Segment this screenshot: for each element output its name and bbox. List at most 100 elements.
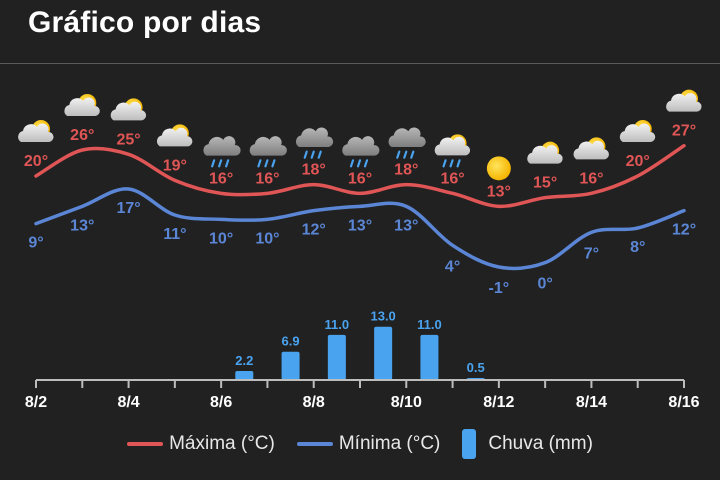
min-temp-label: -1° bbox=[489, 280, 510, 297]
legend-swatch-min bbox=[296, 442, 333, 446]
cloud-shape bbox=[64, 97, 100, 116]
rain-drop bbox=[257, 159, 262, 168]
partly-cloudy-icon bbox=[666, 89, 702, 112]
rain-icon bbox=[249, 136, 287, 168]
rain-drop bbox=[456, 159, 461, 168]
cloud-shape bbox=[110, 101, 147, 121]
rain-sun-icon bbox=[434, 134, 471, 168]
rain-bar bbox=[281, 351, 300, 380]
rain-drop bbox=[403, 150, 408, 159]
min-temp-label: 7° bbox=[584, 245, 599, 262]
min-temp-label: 13° bbox=[348, 217, 372, 234]
rain-icon bbox=[388, 127, 426, 159]
rain-drop bbox=[225, 159, 230, 168]
max-temp-label: 13° bbox=[487, 183, 511, 200]
min-temp-label: 17° bbox=[116, 200, 140, 217]
header-divider bbox=[0, 63, 720, 64]
rain-icon bbox=[296, 127, 334, 159]
rain-drop bbox=[363, 159, 369, 168]
partly-cloudy-icon bbox=[64, 94, 100, 116]
legend-label-min: Mínima (°C) bbox=[338, 433, 441, 454]
partly-cloudy-icon bbox=[157, 124, 193, 147]
max-temp-label: 16° bbox=[209, 170, 233, 187]
rain-drop bbox=[271, 159, 276, 168]
cloud-shape bbox=[342, 136, 380, 156]
x-tick-label: 8/10 bbox=[391, 394, 422, 411]
max-temp-label: 27° bbox=[672, 123, 696, 140]
rain-drop bbox=[310, 150, 315, 159]
partly-cloudy-icon bbox=[18, 120, 54, 142]
rain-drop bbox=[396, 150, 401, 159]
x-tick-label: 8/6 bbox=[210, 394, 232, 411]
series-line-max bbox=[34, 143, 686, 209]
partly-cloudy-icon bbox=[619, 120, 656, 142]
rain-icon bbox=[203, 136, 241, 168]
cloud-shape bbox=[18, 123, 54, 142]
rain-bar-label: 11.0 bbox=[417, 317, 442, 332]
max-temp-label: 20° bbox=[24, 153, 48, 170]
cloud-shape bbox=[619, 123, 656, 142]
min-temp-label: 4° bbox=[445, 258, 460, 275]
legend-item-min: Mínima (°C) bbox=[296, 433, 441, 455]
min-temp-label: 0° bbox=[537, 276, 552, 293]
rain-drop bbox=[356, 159, 362, 168]
rain-drop bbox=[218, 159, 223, 168]
x-tick-label: 8/14 bbox=[576, 394, 607, 411]
legend-item-max: Máxima (°C) bbox=[127, 433, 275, 455]
x-tick-label: 8/2 bbox=[25, 394, 47, 411]
cloud-shape bbox=[527, 145, 563, 164]
cloud-shape bbox=[203, 136, 241, 156]
min-temp-label: 8° bbox=[630, 239, 645, 256]
chart-legend: Máxima (°C) Mínima (°C) Chuva (mm) bbox=[0, 424, 720, 464]
min-temp-label: 9° bbox=[28, 235, 43, 252]
rain-drop bbox=[442, 159, 447, 168]
rain-bar-label: 0.5 bbox=[467, 360, 485, 375]
cloud-shape bbox=[249, 136, 287, 156]
max-temp-label: 19° bbox=[163, 157, 187, 174]
rain-drop bbox=[264, 159, 269, 168]
max-temp-label: 18° bbox=[302, 162, 326, 179]
sunny-icon bbox=[486, 156, 511, 181]
min-temp-label: 13° bbox=[70, 217, 94, 234]
rain-bar-label: 6.9 bbox=[282, 334, 300, 349]
max-temp-label: 15° bbox=[533, 175, 557, 192]
cloud-shape bbox=[434, 136, 471, 156]
daily-chart: 20° 26° 25° 19° 16° 16° 18° 16° 18° 16° 13° 15° 16° 2… bbox=[18, 89, 702, 411]
page-title: Gráfico por dias bbox=[28, 6, 262, 39]
cloud-shape bbox=[388, 127, 426, 147]
max-temp-label: 16° bbox=[440, 170, 464, 187]
rain-bar-label: 11.0 bbox=[325, 317, 350, 332]
partly-cloudy-icon bbox=[573, 137, 609, 160]
rain-bar bbox=[235, 370, 254, 380]
rain-icon bbox=[342, 136, 380, 168]
partly-cloudy-icon bbox=[527, 141, 563, 164]
rain-drop bbox=[211, 159, 216, 168]
min-temp-label: 11° bbox=[163, 226, 186, 243]
max-temp-label: 25° bbox=[116, 131, 140, 148]
max-temp-label: 16° bbox=[348, 170, 372, 187]
rain-drop bbox=[449, 159, 454, 168]
max-temp-label: 20° bbox=[626, 153, 650, 170]
legend-item-rain: Chuva (mm) bbox=[462, 429, 593, 459]
rain-drop bbox=[349, 159, 355, 168]
min-temp-label: 10° bbox=[209, 230, 233, 247]
cloud-shape bbox=[573, 140, 609, 160]
rain-bar bbox=[374, 326, 393, 380]
max-temp-label: 16° bbox=[255, 170, 279, 187]
legend-swatch-max bbox=[127, 442, 164, 446]
rain-bar-label: 13.0 bbox=[370, 309, 395, 324]
rain-bar bbox=[420, 334, 439, 380]
rain-bar-label: 2.2 bbox=[235, 353, 253, 368]
x-tick-label: 8/16 bbox=[668, 394, 699, 411]
max-temp-label: 18° bbox=[394, 162, 418, 179]
rain-drop bbox=[317, 150, 322, 159]
x-tick-label: 8/8 bbox=[303, 394, 325, 411]
rain-drop bbox=[410, 150, 415, 159]
partly-cloudy-icon bbox=[110, 98, 147, 121]
legend-label-rain: Chuva (mm) bbox=[488, 433, 593, 454]
cloud-shape bbox=[296, 127, 334, 147]
rain-drop bbox=[303, 150, 308, 159]
min-temp-label: 10° bbox=[255, 230, 279, 247]
sun-shape bbox=[486, 156, 511, 181]
x-tick-label: 8/4 bbox=[117, 394, 139, 411]
